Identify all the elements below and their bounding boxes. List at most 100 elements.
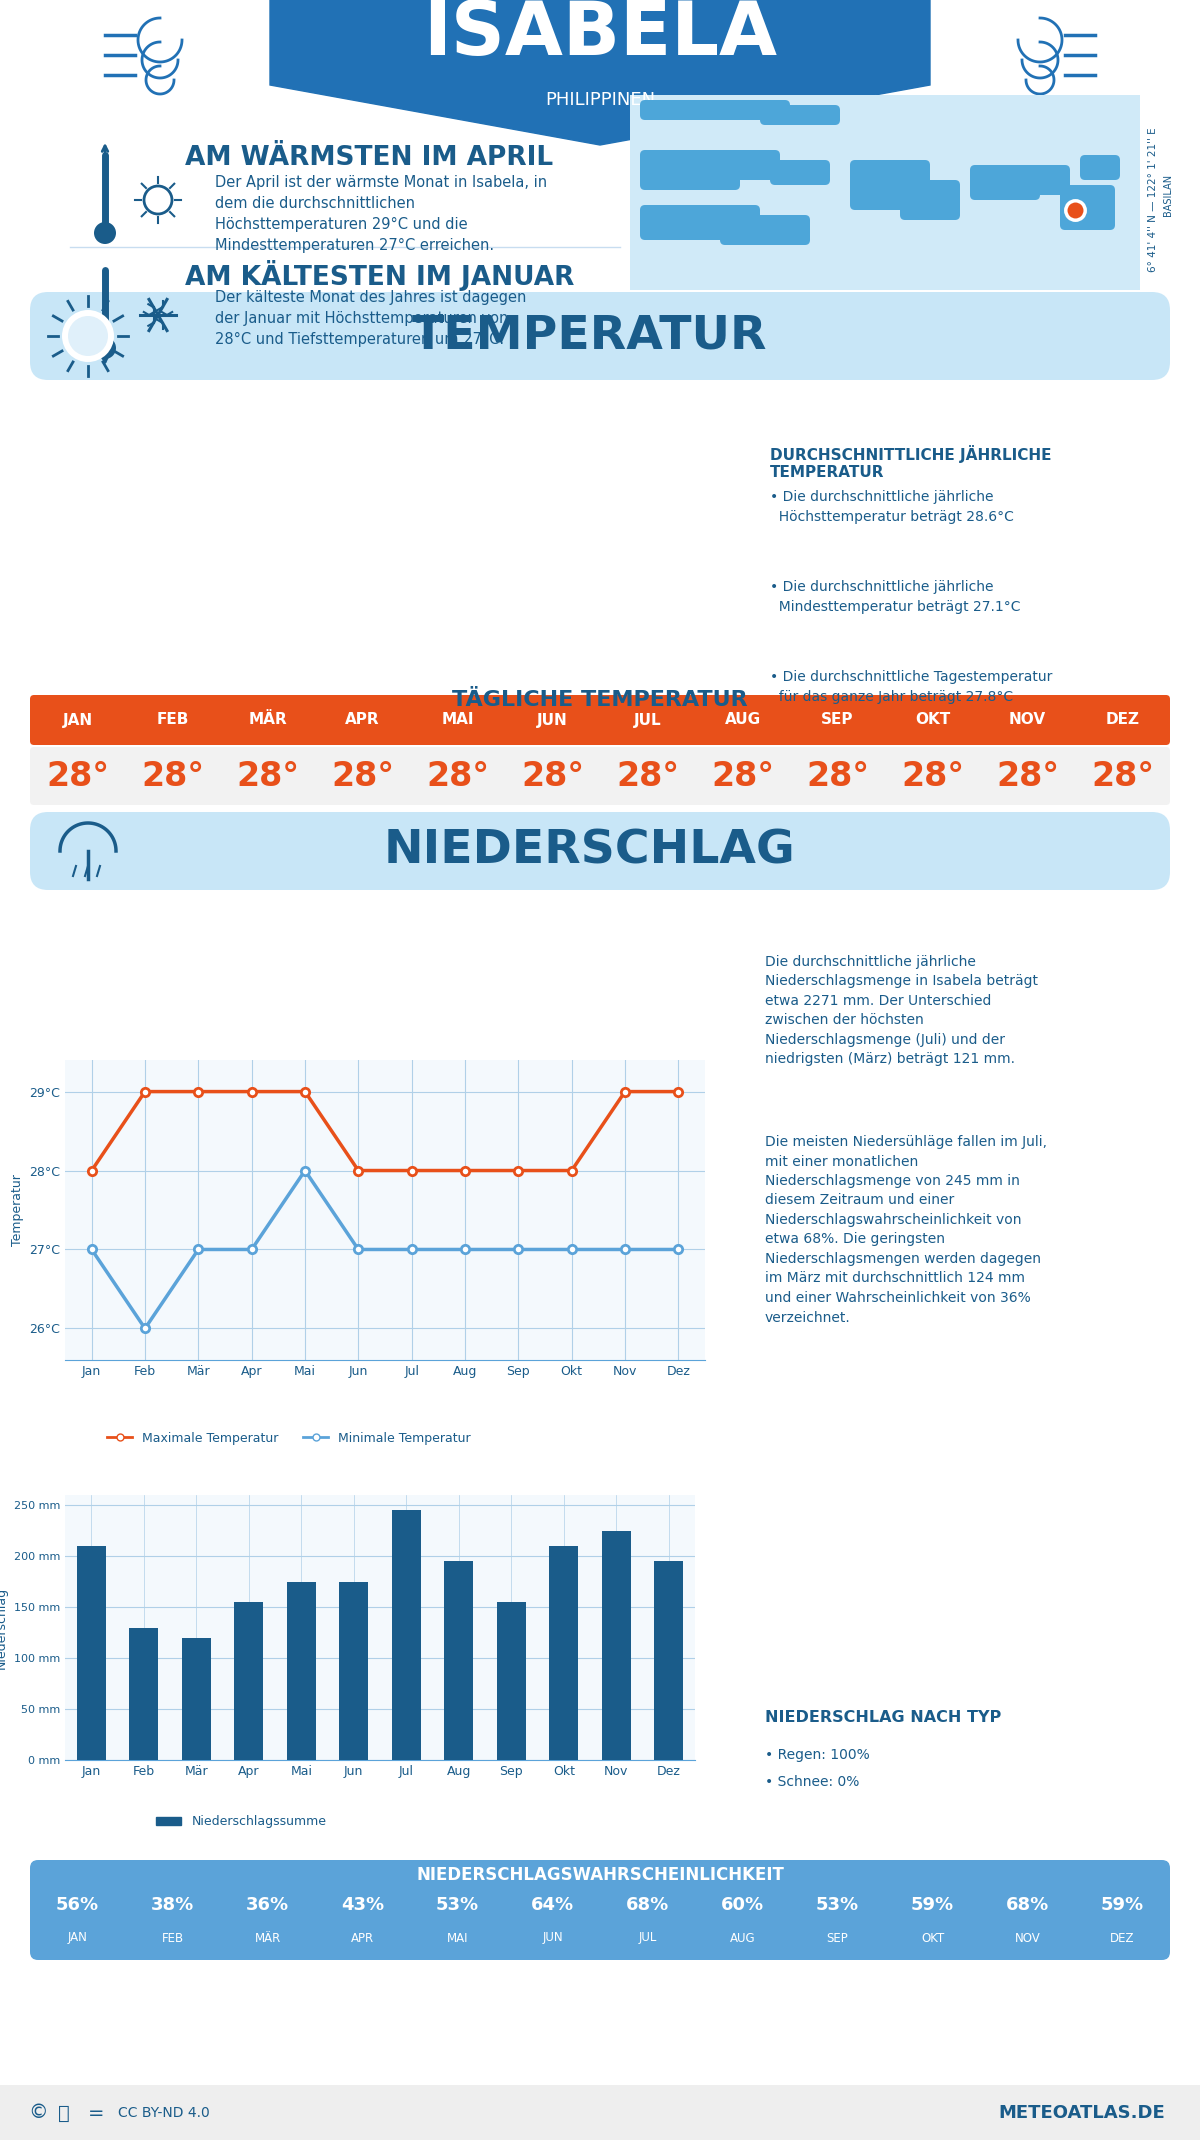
Text: NIEDERSCHLAG: NIEDERSCHLAG [384, 828, 796, 873]
Text: APR: APR [350, 1932, 374, 1945]
Text: CC BY-ND 4.0: CC BY-ND 4.0 [118, 2106, 210, 2121]
FancyBboxPatch shape [640, 101, 790, 120]
Text: JUN: JUN [538, 713, 568, 728]
Text: 36%: 36% [246, 1896, 289, 1913]
Text: 28°: 28° [46, 760, 109, 792]
Text: 38%: 38% [151, 1896, 194, 1913]
FancyBboxPatch shape [30, 811, 1170, 890]
Circle shape [68, 317, 108, 355]
FancyBboxPatch shape [720, 214, 810, 244]
Text: PHILIPPINEN: PHILIPPINEN [545, 92, 655, 109]
Text: Die meisten Niedersühläge fallen im Juli,
mit einer monatlichen
Niederschlagsmen: Die meisten Niedersühläge fallen im Juli… [766, 1134, 1046, 1325]
Text: MÄR: MÄR [248, 713, 287, 728]
Text: Der April ist der wärmste Monat in Isabela, in
dem die durchschnittlichen
Höchst: Der April ist der wärmste Monat in Isabe… [215, 175, 547, 253]
FancyBboxPatch shape [1020, 165, 1070, 195]
Text: Die durchschnittliche jährliche
Niederschlagsmenge in Isabela beträgt
etwa 2271 : Die durchschnittliche jährliche Niedersc… [766, 954, 1038, 1066]
Bar [0, 2084, 1200, 2140]
Text: SEP: SEP [827, 1932, 848, 1945]
Text: 28°: 28° [426, 760, 490, 792]
Y-axis label: Temperatur: Temperatur [11, 1175, 24, 1245]
Bar [392, 1511, 421, 1759]
Text: NIEDERSCHLAG NACH TYP: NIEDERSCHLAG NACH TYP [766, 1710, 1001, 1725]
Text: 28°: 28° [236, 760, 299, 792]
Bar [287, 1581, 316, 1759]
Bar [654, 1562, 683, 1759]
Text: AUG: AUG [725, 713, 761, 728]
FancyBboxPatch shape [700, 150, 780, 180]
Text: APR: APR [346, 713, 380, 728]
Text: • Die durchschnittliche jährliche
  Mindesttemperatur beträgt 27.1°C: • Die durchschnittliche jährliche Mindes… [770, 580, 1020, 614]
Text: FEB: FEB [162, 1932, 184, 1945]
Text: JUL: JUL [638, 1932, 656, 1945]
Text: 60%: 60% [721, 1896, 764, 1913]
Text: 28°: 28° [521, 760, 584, 792]
Text: 28°: 28° [996, 760, 1060, 792]
Text: 28°: 28° [616, 760, 679, 792]
Text: ©: © [28, 2104, 48, 2123]
Legend: Maximale Temperatur, Minimale Temperatur: Maximale Temperatur, Minimale Temperatur [102, 1427, 476, 1449]
Text: 28°: 28° [1091, 760, 1154, 792]
Circle shape [94, 223, 116, 244]
Text: NOV: NOV [1009, 713, 1046, 728]
Text: AUG: AUG [730, 1932, 755, 1945]
Text: 28°: 28° [142, 760, 204, 792]
Text: • Die durchschnittliche jährliche
  Höchsttemperatur beträgt 28.6°C: • Die durchschnittliche jährliche Höchst… [770, 490, 1014, 524]
Text: AM KÄLTESTEN IM JANUAR: AM KÄLTESTEN IM JANUAR [185, 259, 575, 291]
Text: Der kälteste Monat des Jahres ist dagegen
der Januar mit Höchsttemperaturen von
: Der kälteste Monat des Jahres ist dagege… [215, 291, 527, 347]
FancyBboxPatch shape [30, 291, 1170, 381]
Text: ⓘ: ⓘ [58, 2104, 70, 2123]
Text: MÄR: MÄR [254, 1932, 281, 1945]
Text: 64%: 64% [530, 1896, 574, 1913]
Legend: Niederschlagssumme: Niederschlagssumme [151, 1810, 331, 1834]
Text: FEB: FEB [156, 713, 188, 728]
Text: DURCHSCHNITTLICHE JÄHRLICHE
TEMPERATUR: DURCHSCHNITTLICHE JÄHRLICHE TEMPERATUR [770, 445, 1051, 479]
Text: TEMPERATUR: TEMPERATUR [413, 312, 768, 360]
Text: 28°: 28° [806, 760, 869, 792]
Text: 59%: 59% [1100, 1896, 1144, 1913]
Text: DEZ: DEZ [1105, 713, 1140, 728]
Text: NOV: NOV [1015, 1932, 1040, 1945]
Bar [602, 1530, 631, 1759]
Bar [497, 1603, 526, 1759]
Bar [340, 1581, 368, 1759]
Text: 56%: 56% [56, 1896, 100, 1913]
Polygon shape [270, 0, 930, 146]
Text: 43%: 43% [341, 1896, 384, 1913]
FancyBboxPatch shape [30, 747, 1170, 805]
Text: DEZ: DEZ [1110, 1932, 1135, 1945]
Text: TÄGLICHE TEMPERATUR: TÄGLICHE TEMPERATUR [452, 689, 748, 710]
Text: 28°: 28° [331, 760, 394, 792]
Bar [130, 1629, 158, 1759]
Text: NIEDERSCHLAGSWAHRSCHEINLICHKEIT: NIEDERSCHLAGSWAHRSCHEINLICHKEIT [416, 1866, 784, 1883]
Bar [550, 1545, 578, 1759]
Text: 6° 41' 4'' N — 122° 1' 21'' E: 6° 41' 4'' N — 122° 1' 21'' E [1148, 128, 1158, 272]
Text: • Schnee: 0%: • Schnee: 0% [766, 1774, 859, 1789]
Bar [77, 1545, 106, 1759]
Text: BASILAN: BASILAN [1163, 173, 1174, 216]
Text: SEP: SEP [821, 713, 853, 728]
FancyBboxPatch shape [970, 165, 1040, 199]
Text: AM WÄRMSTEN IM APRIL: AM WÄRMSTEN IM APRIL [185, 146, 553, 171]
Bar [630, 94, 1140, 291]
FancyBboxPatch shape [760, 105, 840, 124]
Text: JUN: JUN [542, 1932, 563, 1945]
Circle shape [62, 310, 114, 362]
Text: JUL: JUL [634, 713, 661, 728]
FancyBboxPatch shape [900, 180, 960, 220]
Text: 28°: 28° [710, 760, 774, 792]
Text: 53%: 53% [816, 1896, 859, 1913]
Bar [444, 1562, 473, 1759]
Text: JAN: JAN [62, 713, 92, 728]
Text: • Regen: 100%: • Regen: 100% [766, 1748, 870, 1761]
Text: METEOATLAS.DE: METEOATLAS.DE [998, 2104, 1165, 2123]
Text: ISABELA: ISABELA [424, 0, 778, 71]
Text: OKT: OKT [920, 1932, 944, 1945]
FancyBboxPatch shape [850, 160, 930, 210]
Bar [234, 1603, 263, 1759]
Text: 68%: 68% [1006, 1896, 1049, 1913]
FancyBboxPatch shape [1060, 184, 1115, 229]
Text: JAN: JAN [67, 1932, 88, 1945]
Text: MAI: MAI [446, 1932, 468, 1945]
Text: • Die durchschnittliche Tagestemperatur
  für das ganze Jahr beträgt 27.8°C: • Die durchschnittliche Tagestemperatur … [770, 670, 1052, 704]
Bar [182, 1637, 211, 1759]
